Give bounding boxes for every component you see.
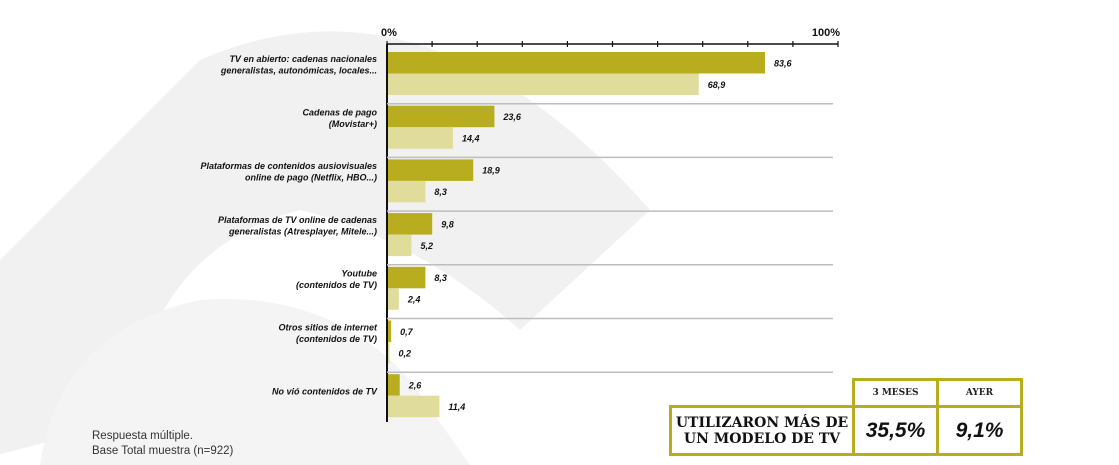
category-label-2: Plataformas de contenidos ausiovisuales xyxy=(200,161,377,171)
header-ayer-text: AYER xyxy=(965,388,994,398)
bar-0-0 xyxy=(388,52,766,74)
data-label-6-0: 2,6 xyxy=(408,380,423,390)
category-label-0: generalistas, autonómicas, locales... xyxy=(220,65,377,75)
bar-2-1 xyxy=(388,180,426,203)
data-label-3-1: 5,2 xyxy=(420,241,433,251)
data-label-5-0: 0,7 xyxy=(400,327,414,337)
bar-4-0 xyxy=(388,266,426,289)
bar-6-0 xyxy=(388,374,400,396)
category-label-4: (contenidos de TV) xyxy=(296,280,377,290)
category-label-1: Cadenas de pago xyxy=(302,107,377,117)
bar-0-1 xyxy=(388,73,699,95)
data-label-3-0: 9,8 xyxy=(441,219,454,229)
data-label-0-0: 83,6 xyxy=(774,58,793,68)
category-label-5: (contenidos de TV) xyxy=(296,334,377,344)
summary-label-line1: UTILIZARON MÁS DE xyxy=(675,414,849,431)
summary-value-3-meses: 35,5% xyxy=(852,405,939,456)
chart-labels: 0% 100% 83,6 68,9 TV en abierto: cadenas nac… xyxy=(200,27,840,412)
bar-1-0 xyxy=(388,105,495,128)
chart-bars xyxy=(388,52,766,418)
category-label-3: Plataformas de TV online de cadenas xyxy=(218,215,377,225)
note-sample-base: Base Total muestra (n=922) xyxy=(92,445,234,457)
data-label-2-1: 8,3 xyxy=(434,187,447,197)
bar-3-1 xyxy=(388,234,412,257)
x-tick-label-100: 100% xyxy=(812,27,840,39)
summary-label-cell: UTILIZARON MÁS DE UN MODELO DE TV xyxy=(669,405,855,456)
category-label-3: generalistas (Atresplayer, Mitele...) xyxy=(228,226,377,236)
data-label-2-0: 18,9 xyxy=(482,166,500,176)
data-label-1-1: 14,4 xyxy=(462,133,480,143)
chart-grid xyxy=(386,41,839,422)
header-3-meses-text: 3 MESES xyxy=(872,388,919,398)
data-label-4-1: 2,4 xyxy=(407,295,421,305)
data-label-4-0: 8,3 xyxy=(434,273,447,283)
summary-table: 3 MESES AYER UTILIZARON MÁS DE UN MODELO… xyxy=(669,378,1025,456)
bar-5-0 xyxy=(388,320,392,342)
bar-4-1 xyxy=(388,288,399,310)
data-label-1-0: 23,6 xyxy=(502,112,522,122)
bar-1-1 xyxy=(388,127,453,149)
x-tick-label-0: 0% xyxy=(381,27,397,39)
category-label-1: (Movistar+) xyxy=(329,119,377,129)
data-label-0-1: 68,9 xyxy=(708,80,726,90)
category-label-0: TV en abierto: cadenas nacionales xyxy=(229,54,377,64)
note-multiple-response: Respuesta múltiple. xyxy=(92,430,193,442)
summary-value-ayer: 9,1% xyxy=(936,405,1023,456)
value-ayer-text: 9,1% xyxy=(955,418,1004,442)
category-label-6: No vió contenidos de TV xyxy=(272,387,378,397)
bar-2-0 xyxy=(388,159,474,181)
summary-header-3-meses: 3 MESES xyxy=(852,378,939,408)
data-label-6-1: 11,4 xyxy=(448,402,465,412)
value-3-meses-text: 35,5% xyxy=(865,418,926,442)
category-label-5: Otros sitios de internet xyxy=(278,322,378,332)
bar-3-0 xyxy=(388,213,433,235)
category-label-4: Youtube xyxy=(341,269,377,279)
summary-header-ayer: AYER xyxy=(936,378,1023,408)
summary-label-line2: UN MODELO DE TV xyxy=(683,430,841,447)
bar-6-1 xyxy=(388,395,440,418)
bar-5-1 xyxy=(388,342,390,364)
data-label-5-1: 0,2 xyxy=(399,348,412,358)
category-label-2: online de pago (Netflix, HBO...) xyxy=(245,173,377,183)
